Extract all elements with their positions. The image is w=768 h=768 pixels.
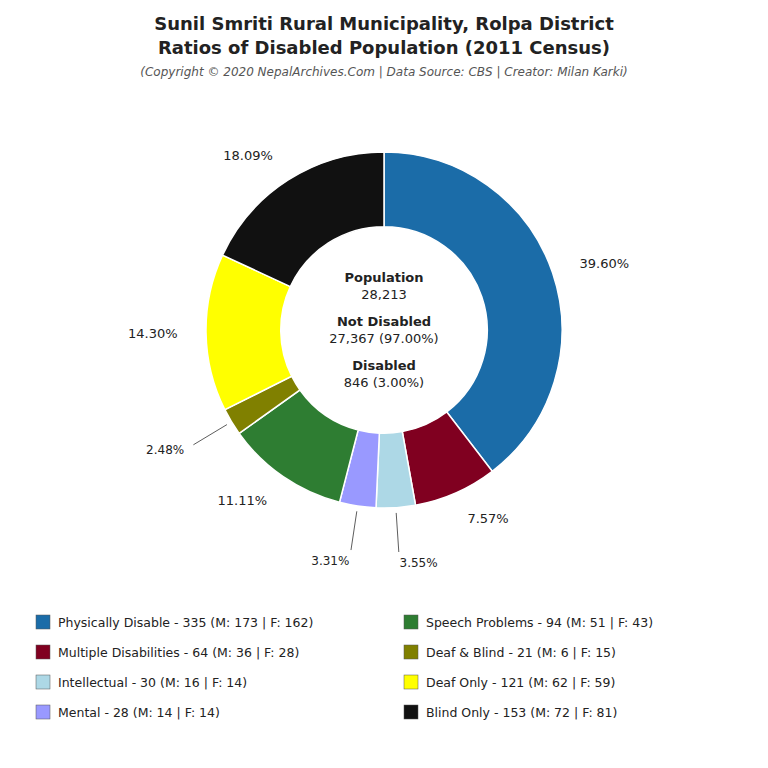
data-labels: 39.60% 7.57% 3.55% 3.31% 11.11% 2.48% 14.30% 18… xyxy=(128,148,629,569)
annotation: 846 (3.00%) xyxy=(344,375,424,390)
donut-slice xyxy=(384,152,562,471)
data-label: 39.60% xyxy=(580,256,630,271)
leader-line xyxy=(351,511,357,550)
legend-entry: Multiple Disabilities - 64 (M: 36 | F: 2… xyxy=(58,645,299,660)
data-label: 3.55% xyxy=(400,556,438,570)
legend-swatch xyxy=(36,675,50,689)
legend-swatch xyxy=(404,675,418,689)
data-label: 11.11% xyxy=(218,493,268,508)
data-label: 14.30% xyxy=(128,326,178,341)
leader-line xyxy=(193,425,227,445)
title: Sunil Smriti Rural Municipality, Rolpa D… xyxy=(154,13,614,34)
data-label: 2.48% xyxy=(146,443,184,457)
annotation: Not Disabled xyxy=(337,314,431,329)
annotation: 27,367 (97.00%) xyxy=(329,331,438,346)
legend-entry: Deaf & Blind - 21 (M: 6 | F: 15) xyxy=(426,645,616,660)
title: Ratios of Disabled Population (2011 Cens… xyxy=(158,37,610,58)
annotation: Population xyxy=(344,270,423,285)
data-label: 18.09% xyxy=(223,148,273,163)
legend-swatch xyxy=(404,645,418,659)
legend-entry: Physically Disable - 335 (M: 173 | F: 16… xyxy=(58,615,313,630)
legend-entry: Blind Only - 153 (M: 72 | F: 81) xyxy=(426,705,617,720)
chart: Sunil Smriti Rural Municipality, Rolpa D… xyxy=(0,0,768,768)
legend-swatch xyxy=(404,615,418,629)
wedges xyxy=(206,152,562,508)
legend-entry: Deaf Only - 121 (M: 62 | F: 59) xyxy=(426,675,615,690)
donut-slice xyxy=(223,152,384,287)
legend-swatch xyxy=(36,615,50,629)
legend-entry: Intellectual - 30 (M: 16 | F: 14) xyxy=(58,675,247,690)
legend-swatch xyxy=(36,705,50,719)
legend: Physically Disable - 335 (M: 173 | F: 16… xyxy=(36,615,653,720)
donut-slice xyxy=(376,432,416,508)
legend-swatch xyxy=(36,645,50,659)
annotation: 28,213 xyxy=(361,287,407,302)
legend-entry: Speech Problems - 94 (M: 51 | F: 43) xyxy=(426,615,653,630)
donut-slice xyxy=(402,412,492,505)
annotation: Disabled xyxy=(352,358,416,373)
data-label: 3.31% xyxy=(311,554,349,568)
center-text: Population 28,213 Not Disabled 27,367 (97.0… xyxy=(329,270,438,390)
data-label: 7.57% xyxy=(467,511,508,526)
leader-line xyxy=(396,513,399,552)
legend-entry: Mental - 28 (M: 14 | F: 14) xyxy=(58,705,220,720)
subtitle: (Copyright © 2020 NepalArchives.Com | Da… xyxy=(140,65,627,79)
legend-swatch xyxy=(404,705,418,719)
